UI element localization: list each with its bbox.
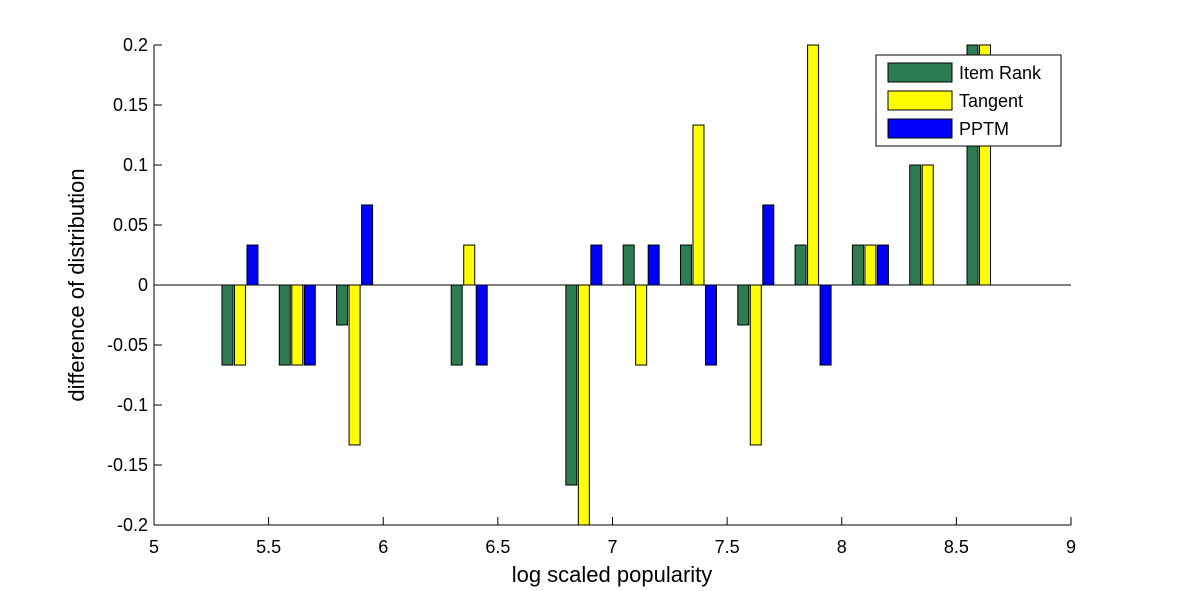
x-axis-label: log scaled popularity bbox=[512, 562, 713, 587]
bar-tangent bbox=[692, 124, 705, 286]
legend-label: Tangent bbox=[959, 91, 1023, 111]
x-tick-label: 6 bbox=[378, 537, 388, 557]
legend-swatch bbox=[887, 62, 953, 83]
axes-group: 5 5.5 6 6.5 7 7.5 8 8.5 9 -0.2 -0.15 -0.1 -0.05 0 0.05… bbox=[107, 35, 1076, 557]
y-tick-label: -0.2 bbox=[117, 515, 148, 535]
y-tick-label: -0.05 bbox=[107, 335, 148, 355]
legend-swatch bbox=[887, 118, 953, 139]
bar-item-rank bbox=[336, 284, 349, 326]
legend-label: PPTM bbox=[959, 119, 1009, 139]
bar-tangent bbox=[348, 284, 361, 446]
bar-item-rank bbox=[622, 244, 635, 286]
bar-tangent bbox=[749, 284, 762, 446]
bar-item-rank bbox=[450, 284, 463, 366]
x-tick-label: 8.5 bbox=[944, 537, 969, 557]
y-tick-label: 0.1 bbox=[123, 155, 148, 175]
bar-tangent bbox=[921, 164, 934, 286]
bar-item-rank bbox=[221, 284, 234, 366]
bar-item-rank bbox=[737, 284, 750, 326]
x-tick-label: 5 bbox=[149, 537, 159, 557]
y-tick-label: 0 bbox=[138, 275, 148, 295]
bar-pptm bbox=[361, 204, 374, 286]
bar-item-rank bbox=[679, 244, 692, 286]
bar-item-rank bbox=[794, 244, 807, 286]
bar-tangent bbox=[864, 244, 877, 286]
y-tick-label: 0.15 bbox=[113, 95, 148, 115]
bar-item-rank bbox=[278, 284, 291, 366]
bar-pptm bbox=[704, 284, 717, 366]
bar-tangent bbox=[233, 284, 246, 366]
x-tick-label: 7.5 bbox=[715, 537, 740, 557]
bar-pptm bbox=[246, 244, 259, 286]
y-axis-label: difference of distribution bbox=[64, 168, 89, 401]
bar-pptm bbox=[762, 204, 775, 286]
bar-item-rank bbox=[851, 244, 864, 286]
x-tick-label: 8 bbox=[837, 537, 847, 557]
bar-item-rank bbox=[909, 164, 922, 286]
bar-pptm bbox=[876, 244, 889, 286]
bar-tangent bbox=[463, 244, 476, 286]
bar-pptm bbox=[475, 284, 488, 366]
bar-tangent bbox=[635, 284, 648, 366]
bar-pptm bbox=[647, 244, 660, 286]
y-tick-label: -0.15 bbox=[107, 455, 148, 475]
bar-tangent bbox=[577, 284, 590, 526]
y-tick-label: 0.05 bbox=[113, 215, 148, 235]
y-tick-label: 0.2 bbox=[123, 35, 148, 55]
x-tick-label: 9 bbox=[1066, 537, 1076, 557]
bar-pptm bbox=[590, 244, 603, 286]
legend-label: Item Rank bbox=[959, 63, 1042, 83]
x-tick-label: 5.5 bbox=[256, 537, 281, 557]
bar-pptm bbox=[819, 284, 832, 366]
y-tick-label: -0.1 bbox=[117, 395, 148, 415]
bar-tangent bbox=[291, 284, 304, 366]
x-tick-label: 6.5 bbox=[485, 537, 510, 557]
x-tick-label: 7 bbox=[607, 537, 617, 557]
bar-tangent bbox=[807, 44, 820, 286]
legend-swatch bbox=[887, 90, 953, 111]
legend: Item Rank Tangent PPTM bbox=[875, 54, 1062, 147]
bar-pptm bbox=[303, 284, 316, 366]
bar-item-rank bbox=[565, 284, 578, 486]
